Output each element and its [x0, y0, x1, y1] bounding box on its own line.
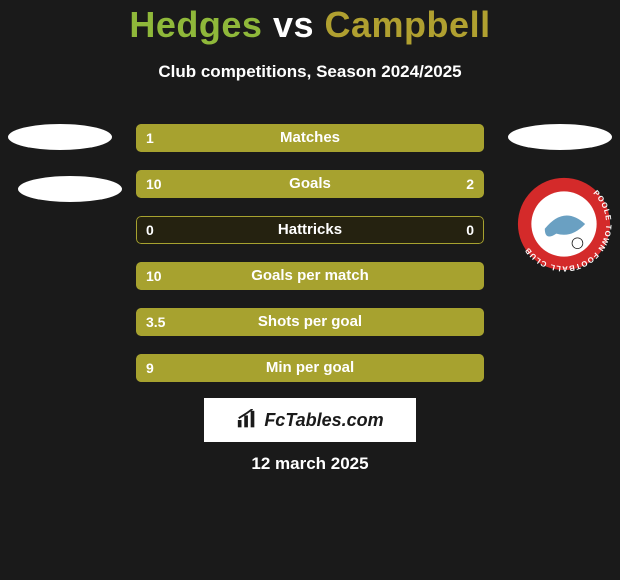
stat-label: Goals per match [136, 262, 484, 290]
player-left-name: Hedges [129, 4, 262, 45]
brand-chart-icon [236, 409, 258, 431]
club-crest-poole-town: POOLE TOWN FOOTBALL CLUB [516, 176, 612, 272]
player-right-name: Campbell [325, 4, 491, 45]
player-left-club-placeholder [18, 176, 122, 202]
stat-label: Min per goal [136, 354, 484, 382]
stat-label: Goals [136, 170, 484, 198]
subtitle: Club competitions, Season 2024/2025 [0, 62, 620, 82]
stat-row: 9Min per goal [136, 354, 484, 382]
stat-label: Hattricks [136, 216, 484, 244]
brand-badge: FcTables.com [204, 398, 416, 442]
generation-date: 12 march 2025 [0, 454, 620, 474]
stat-label: Shots per goal [136, 308, 484, 336]
stat-row: 1Matches [136, 124, 484, 152]
player-right-avatar-placeholder [508, 124, 612, 150]
stat-label: Matches [136, 124, 484, 152]
comparison-infographic: Hedges vs Campbell Club competitions, Se… [0, 0, 620, 580]
brand-text: FcTables.com [264, 410, 383, 431]
title-vs: vs [273, 4, 314, 45]
stat-row: 102Goals [136, 170, 484, 198]
stat-row: 3.5Shots per goal [136, 308, 484, 336]
stat-row: 00Hattricks [136, 216, 484, 244]
page-title: Hedges vs Campbell [0, 4, 620, 46]
stat-bars: 1Matches 102Goals 00Hattricks 10Goals per m… [136, 124, 484, 400]
club-crest-icon: POOLE TOWN FOOTBALL CLUB [516, 176, 612, 272]
player-left-avatar-placeholder [8, 124, 112, 150]
stat-row: 10Goals per match [136, 262, 484, 290]
